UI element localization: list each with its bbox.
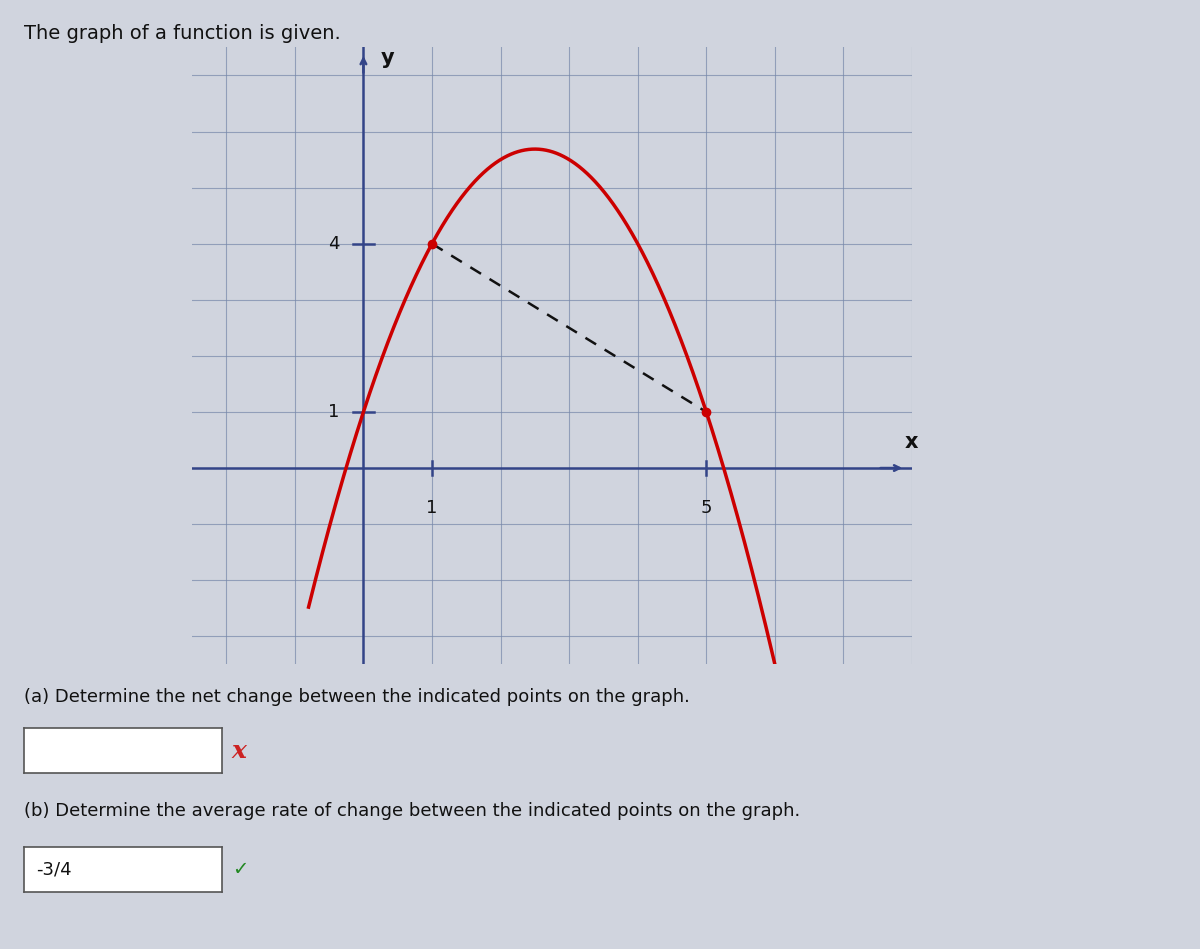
Text: ✓: ✓ bbox=[232, 860, 248, 879]
Text: 4: 4 bbox=[328, 234, 340, 252]
Text: x: x bbox=[232, 738, 246, 763]
Text: 1: 1 bbox=[328, 403, 340, 421]
Text: -3/4: -3/4 bbox=[36, 861, 72, 878]
Text: (a) Determine the net change between the indicated points on the graph.: (a) Determine the net change between the… bbox=[24, 688, 690, 706]
Text: The graph of a function is given.: The graph of a function is given. bbox=[24, 24, 341, 43]
Text: 5: 5 bbox=[701, 499, 712, 517]
Text: y: y bbox=[380, 48, 394, 68]
Text: x: x bbox=[905, 433, 919, 453]
Text: (b) Determine the average rate of change between the indicated points on the gra: (b) Determine the average rate of change… bbox=[24, 802, 800, 820]
Text: 1: 1 bbox=[426, 499, 438, 517]
